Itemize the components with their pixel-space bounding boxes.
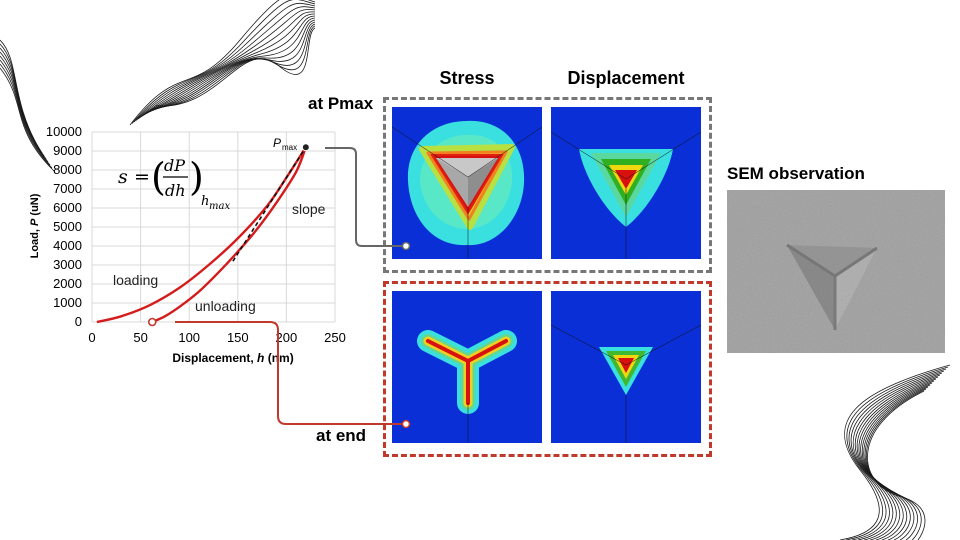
y-tick-label: 9000 [53,143,82,158]
formula-numerator: dP [164,156,185,175]
y-tick-label: 2000 [53,276,82,291]
pmax-label: P [273,136,281,150]
decorative-wave-line [845,366,949,540]
decorative-wave-line [0,47,45,157]
decorative-wave-line [133,2,316,123]
decorative-wave-line [149,21,316,111]
decorative-wave-line [0,67,55,172]
decorative-wave-line [135,6,316,121]
decorative-wave-line [153,25,316,108]
decorative-wave-line [143,15,316,115]
column-header-stress: Stress [439,68,495,88]
decorative-wave-line [867,390,926,540]
x-tick-label: 150 [227,330,249,345]
formula-left-paren: ( [151,155,166,199]
pmax-point-marker [301,143,310,152]
decorative-wave-line [839,364,951,540]
chart-series [96,143,310,327]
formula-subsubscript: max [209,201,230,212]
x-axis-label: Displacement, h (nm) [172,351,293,365]
y-tick-label: 10000 [46,124,82,139]
decorative-wave-line [866,388,927,540]
pmax-label-subscript: max [282,143,297,152]
formula-denominator: dh [165,181,186,200]
x-tick-label: 200 [276,330,298,345]
decorative-wave-lines-top [129,0,316,126]
stress-map-at-pmax [392,107,542,259]
formula-right-paren: ) [189,155,204,199]
y-tick-label: 7000 [53,181,82,196]
displacement-map-at-end [551,291,701,443]
decorative-wave-line [0,51,47,160]
end-point-marker [147,317,157,327]
load-displacement-chart: 0100020003000400050006000700080009000100… [29,124,346,365]
decorative-wave-line [0,63,53,169]
formula-subscript: h [201,194,209,209]
decorative-wave-line [848,368,947,540]
y-tick-label: 6000 [53,200,82,215]
series-line-unloading [151,146,307,324]
stiffness-formula: s = ( dP dh ) h max [118,155,230,212]
x-tick-label: 250 [324,330,346,345]
x-tick-label: 100 [178,330,200,345]
y-tick-label: 8000 [53,162,82,177]
loading-label: loading [113,272,158,288]
formula-s: s [118,166,128,188]
decorative-wave-line [147,19,316,112]
x-tick-label: 50 [133,330,147,345]
y-tick-label: 5000 [53,219,82,234]
y-tick-label: 1000 [53,295,82,310]
decorative-wave-line [0,55,49,163]
displacement-map-at-pmax [551,107,701,259]
decorative-wave-line [141,13,316,117]
slope-label: slope [292,201,326,217]
column-header-displacement: Displacement [567,68,685,88]
decorative-wave-line [864,386,929,540]
decorative-wave-lines-left [0,39,55,172]
y-axis-label: Load, P (uN) [29,193,41,258]
decorative-wave-line [137,9,316,120]
decorative-wave-line [863,384,931,540]
x-tick-label: 0 [88,330,95,345]
decorative-wave-line [0,59,51,166]
decorative-wave-line [139,11,316,118]
y-tick-labels: 0 1000 2000 3000 4000 5000 6000 7000 8000 9000 100… [46,124,82,329]
decorative-wave-line [850,370,945,540]
unloading-label: unloading [195,298,256,314]
decorative-wave-line [145,17,316,114]
sem-micrograph [727,190,945,353]
series-line-loading [96,146,307,324]
decorative-wave-line [129,0,316,126]
x-tick-labels: 0 50 100 150 200 250 [88,330,345,345]
stress-map-at-end [392,291,542,443]
formula-equals: = [134,166,150,188]
sem-observation-title: SEM observation [727,164,865,183]
decorative-wave-line [155,27,316,107]
slope-tangent-line [232,146,307,262]
y-tick-label: 0 [75,314,82,329]
decorative-wave-lines-right [839,364,951,540]
row-label-at-pmax: at Pmax [308,94,374,113]
row-label-at-end: at end [316,426,367,445]
y-tick-label: 3000 [53,257,82,272]
y-tick-label: 4000 [53,238,82,253]
decorative-wave-line [854,374,941,540]
decorative-wave-line [131,0,316,124]
